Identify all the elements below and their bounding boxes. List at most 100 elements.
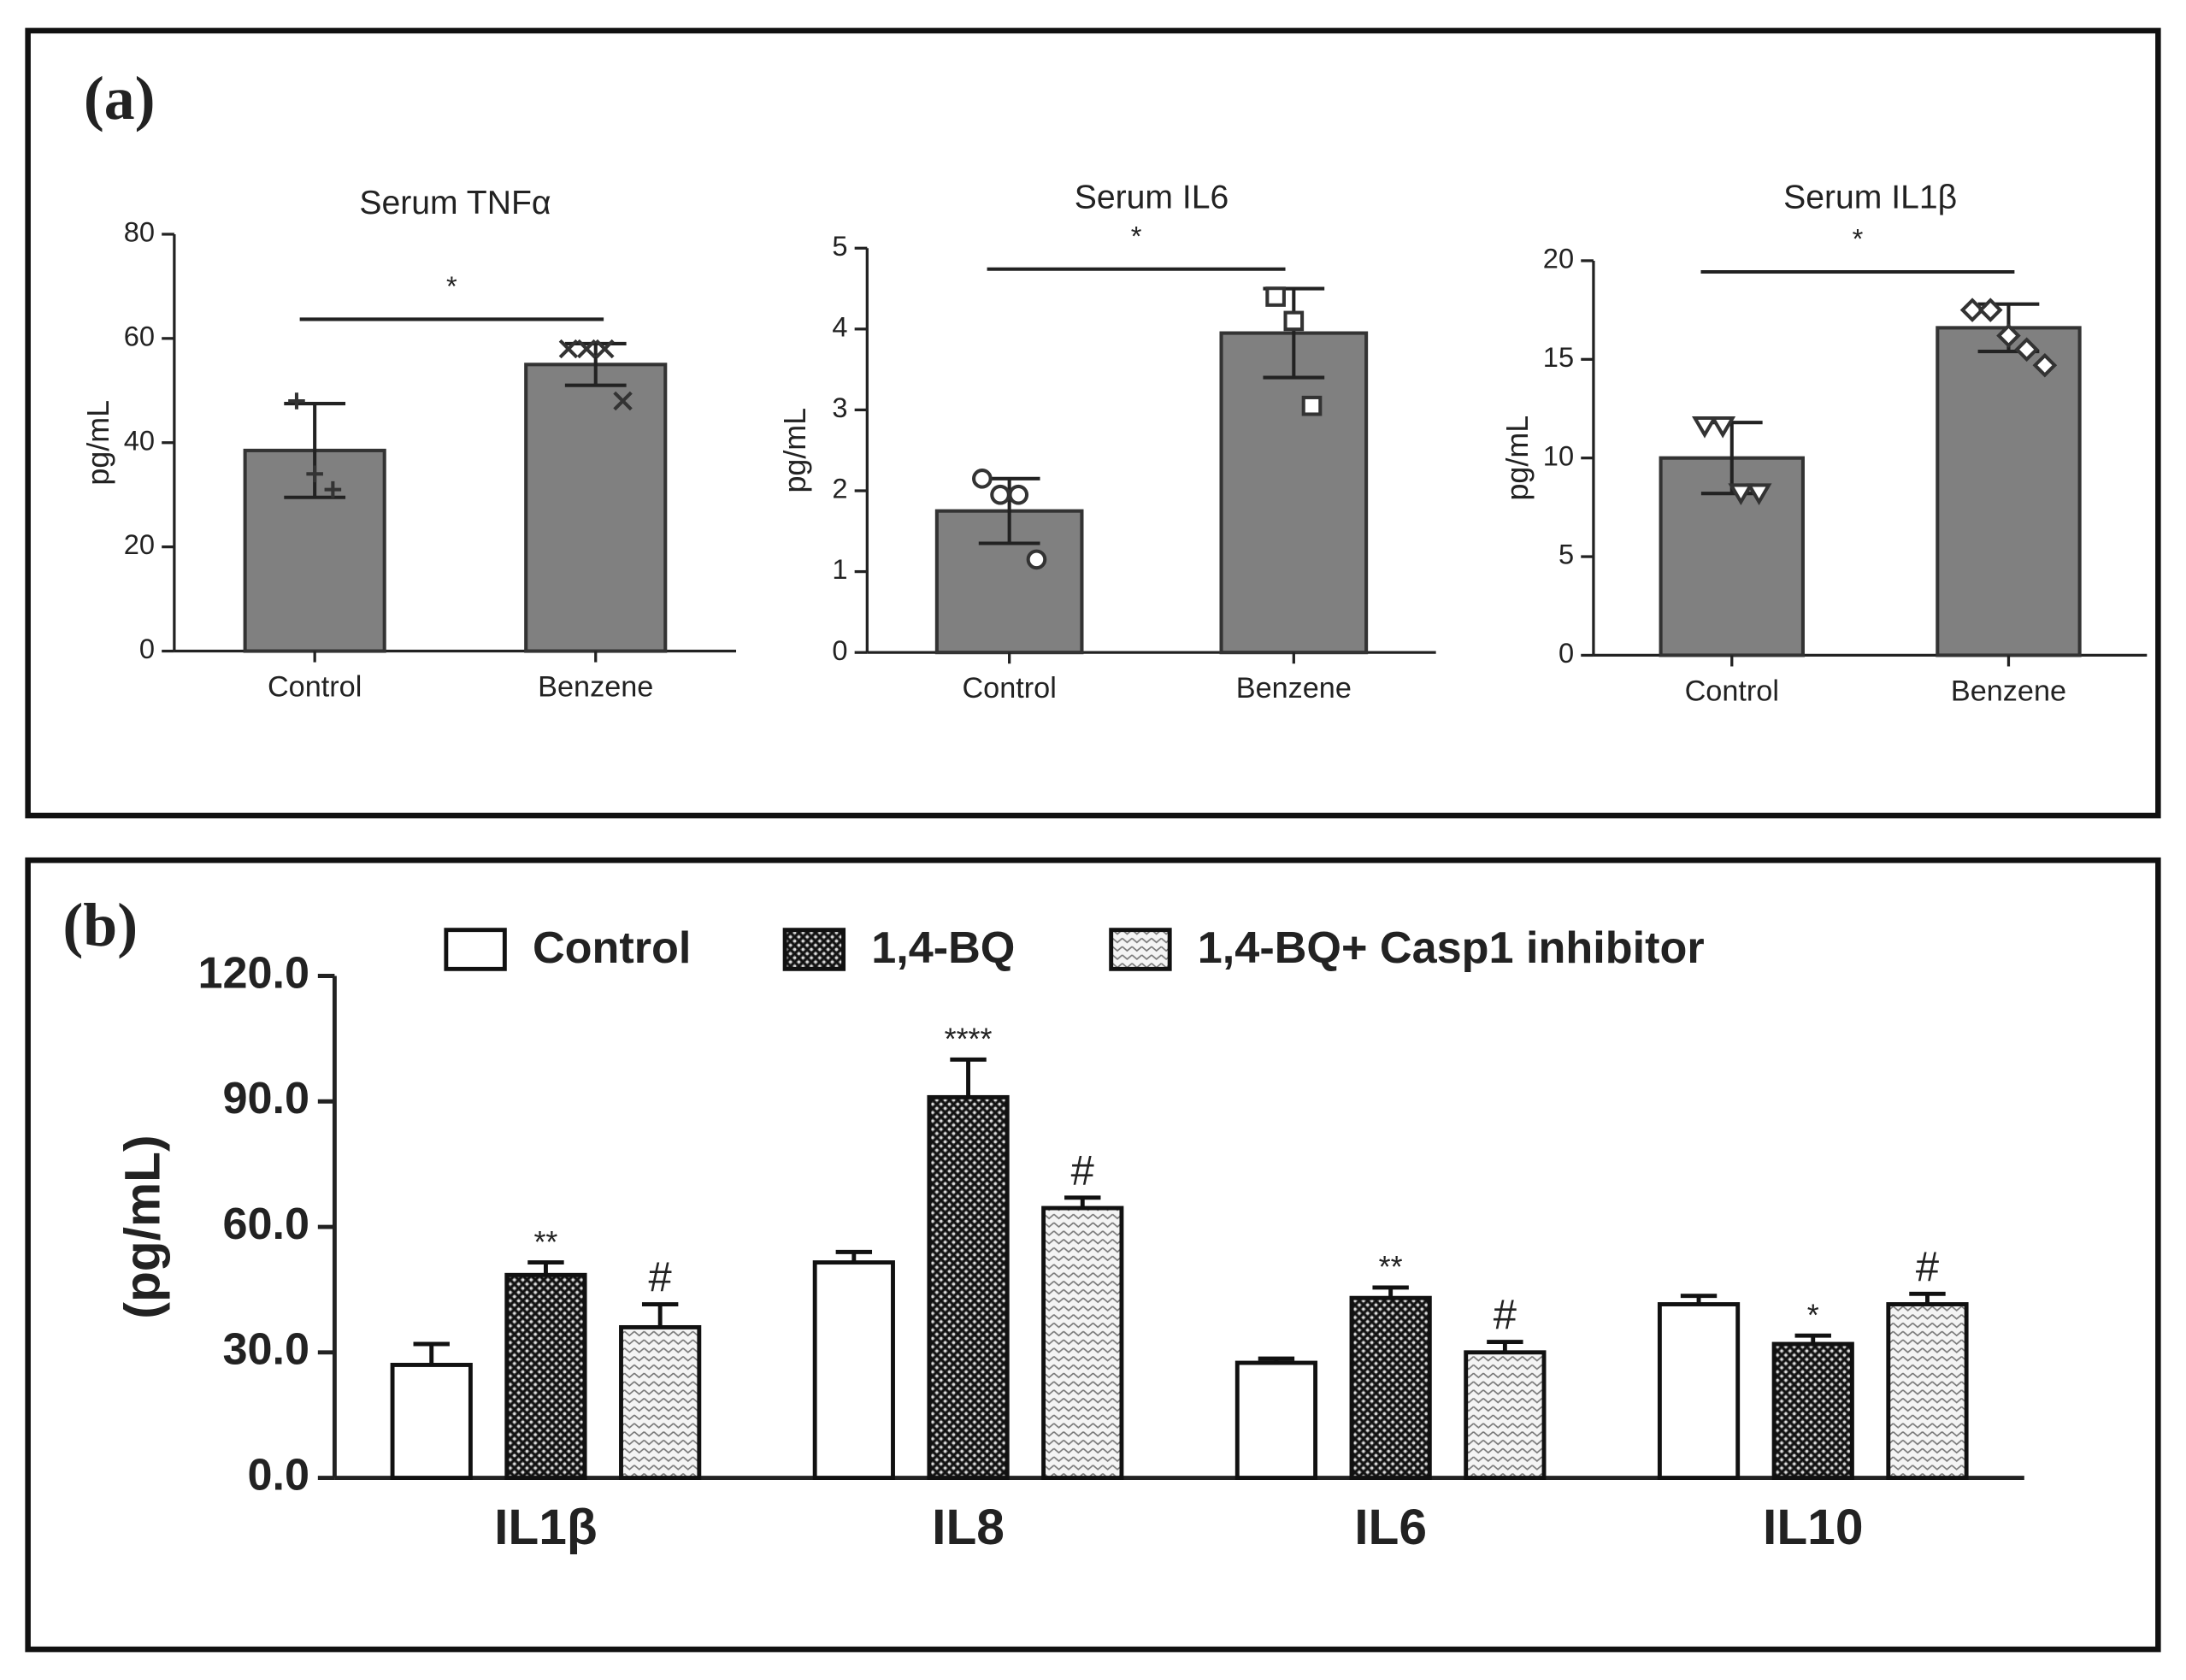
bar (1886, 1302, 1969, 1480)
data-point (1026, 549, 1047, 570)
y-tick-label: 1 (832, 553, 847, 585)
y-tick-label: 10 (1543, 439, 1574, 471)
bar (1349, 1295, 1432, 1480)
bar (1219, 331, 1369, 655)
bar (1234, 1360, 1318, 1480)
y-tick-label: 90.0 (222, 1074, 309, 1123)
significance-label: * (1131, 220, 1142, 251)
chart-title: Serum IL1β (1783, 180, 1957, 216)
chart-title: Serum TNFα (359, 185, 551, 221)
bar (812, 1260, 895, 1480)
error-bar (527, 1260, 564, 1276)
data-point (1008, 484, 1029, 505)
legend-label: Control (533, 923, 691, 973)
error-bar (1680, 1294, 1718, 1305)
significance-label: * (1853, 223, 1864, 255)
bar (1771, 1341, 1854, 1480)
y-tick-label: 5 (1558, 539, 1574, 570)
error-bar (1258, 1356, 1295, 1364)
y-tick-label: 0.0 (248, 1450, 310, 1500)
bar (1464, 1350, 1547, 1480)
panel-frame (25, 27, 2161, 819)
bar (1041, 1205, 1124, 1480)
significance-label: ** (533, 1225, 557, 1259)
y-tick-label: 15 (1543, 341, 1574, 373)
error-bar (835, 1249, 873, 1263)
panel-frame (25, 857, 2161, 1653)
x-tick-label: Benzene (1951, 675, 2066, 708)
significance-label: # (1916, 1244, 1939, 1290)
data-point (306, 465, 323, 483)
data-point (1746, 483, 1772, 506)
significance-label: **** (945, 1023, 993, 1057)
bar (1936, 326, 2082, 657)
data-point (1996, 323, 2021, 348)
error-bar (641, 1302, 679, 1328)
significance-label: * (1807, 1298, 1819, 1332)
x-tick-label: Control (268, 671, 362, 704)
data-point (1959, 298, 1985, 322)
bar (927, 1094, 1010, 1480)
y-tick-label: 120.0 (197, 948, 309, 998)
y-tick-label: 3 (832, 392, 847, 423)
x-tick-label: IL8 (932, 1500, 1005, 1555)
legend-label: 1,4-BQ+ Casp1 inhibitor (1198, 923, 1705, 973)
x-tick-label: IL1β (494, 1500, 598, 1555)
y-tick-label: 0 (139, 633, 155, 664)
data-point (595, 339, 615, 359)
y-axis-label: (pg/mL) (115, 1135, 171, 1318)
error-bar (950, 1057, 987, 1098)
x-tick-label: Control (962, 672, 1056, 704)
data-point (1265, 286, 1286, 307)
y-tick-label: 20 (124, 528, 155, 560)
y-tick-label: 60 (124, 320, 155, 351)
bar (504, 1272, 587, 1480)
bar (1657, 1302, 1741, 1480)
y-tick-label: 30.0 (222, 1325, 309, 1375)
error-bar (1487, 1340, 1523, 1353)
legend-swatch (1109, 928, 1172, 971)
data-point (558, 339, 579, 359)
data-point (288, 392, 305, 410)
error-bar (413, 1341, 450, 1365)
data-point (2032, 352, 2058, 378)
error-bar (1794, 1333, 1831, 1344)
y-tick-label: 20 (1543, 243, 1574, 274)
data-point (324, 480, 342, 498)
data-point (1710, 416, 1736, 439)
data-point (990, 484, 1011, 505)
data-point (1283, 310, 1305, 332)
y-tick-label: 5 (832, 230, 847, 262)
data-point (613, 391, 633, 411)
data-point (1692, 416, 1718, 439)
x-tick-label: IL10 (1763, 1500, 1863, 1555)
y-tick-label: 0 (1558, 637, 1574, 669)
error-bar (1909, 1291, 1946, 1305)
data-point (972, 468, 993, 489)
bar (524, 363, 668, 653)
data-point (1977, 298, 2003, 322)
legend-swatch (444, 928, 507, 971)
y-tick-label: 2 (832, 473, 847, 504)
significance-label: # (1071, 1148, 1094, 1194)
y-tick-label: 0 (832, 634, 847, 666)
error-bar (1064, 1195, 1101, 1209)
data-point (576, 339, 597, 359)
y-tick-label: 40 (124, 424, 155, 456)
x-tick-label: Benzene (1236, 672, 1352, 704)
y-tick-label: 60.0 (222, 1200, 309, 1249)
panel-label: (a) (84, 64, 156, 133)
data-point (2014, 337, 2039, 363)
y-tick-label: 80 (124, 216, 155, 248)
legend-label: 1,4-BQ (871, 923, 1015, 973)
significance-label: * (446, 270, 457, 302)
y-axis-label: pg/mL (1500, 416, 1535, 501)
bar (619, 1324, 702, 1480)
y-axis-label: pg/mL (778, 408, 812, 493)
data-point (1728, 483, 1754, 506)
x-tick-label: Control (1685, 675, 1779, 708)
legend-swatch (782, 928, 846, 971)
y-axis-label: pg/mL (81, 400, 115, 486)
